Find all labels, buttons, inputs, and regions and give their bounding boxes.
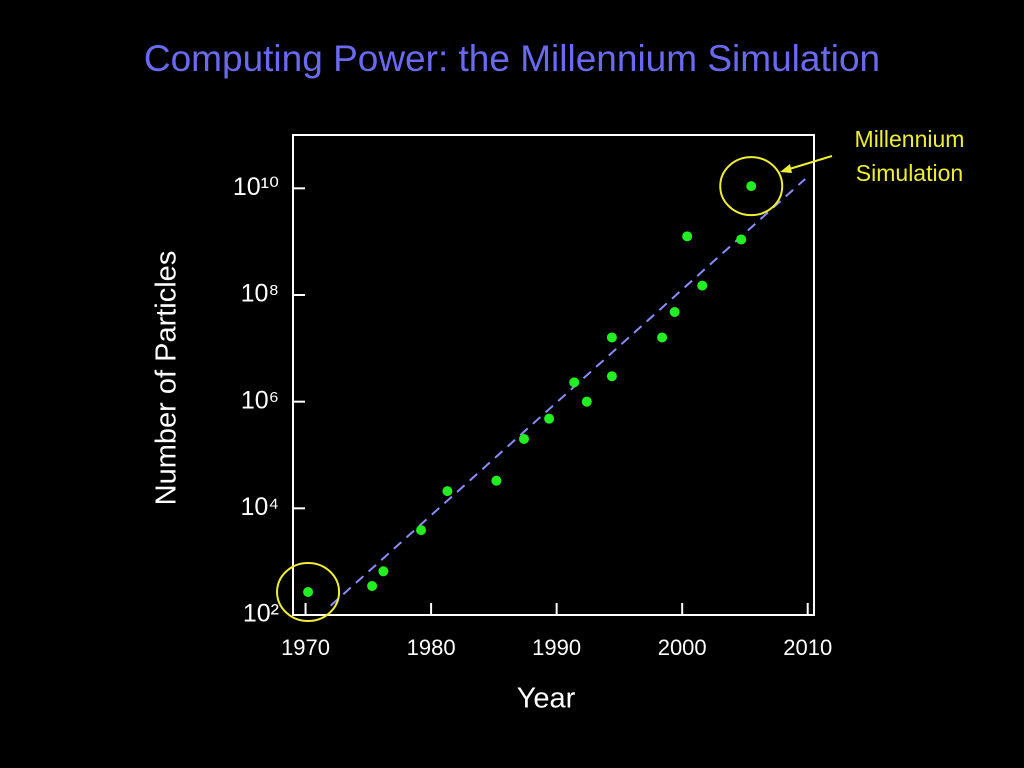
highlight-ring [276,561,341,622]
y-tick-label: 10¹⁰ [233,173,279,201]
data-point [606,371,617,382]
x-tick-label: 1980 [407,635,456,660]
data-point [569,377,580,388]
data-point [491,475,502,486]
x-axis-label: Year [517,683,576,715]
data-point [303,586,314,597]
x-tick-label: 1970 [281,635,330,660]
data-point [442,486,453,497]
x-tick-label: 1990 [532,635,581,660]
y-tick-label: 10⁶ [241,386,279,414]
data-point [518,433,529,444]
trend-line [329,178,806,607]
plot-frame [292,134,815,616]
data-point [657,332,668,343]
chart-title: Computing Power: the Millennium Simulati… [143,38,881,79]
annotation: Millennium Simulation [854,126,965,186]
data-point [378,566,389,577]
y-tick-label: 10² [243,600,279,628]
data-point [416,525,427,536]
y-tick-label: 10⁸ [241,280,279,308]
data-point [367,580,378,591]
data-point [606,332,617,343]
data-point [669,307,680,318]
x-tick-label: 2000 [658,635,707,660]
annotation-arrow [785,155,833,171]
data-point [581,396,592,407]
y-axis-label: Number of Particles [151,251,183,506]
y-tick-label: 10⁴ [240,493,279,521]
x-tick-label: 2010 [783,635,832,660]
data-point [736,234,747,245]
highlight-ring [719,156,784,217]
data-point [697,280,708,291]
annotation-arrowhead [780,164,792,173]
data-point [746,181,757,192]
data-point [682,231,693,242]
data-point [544,413,555,424]
